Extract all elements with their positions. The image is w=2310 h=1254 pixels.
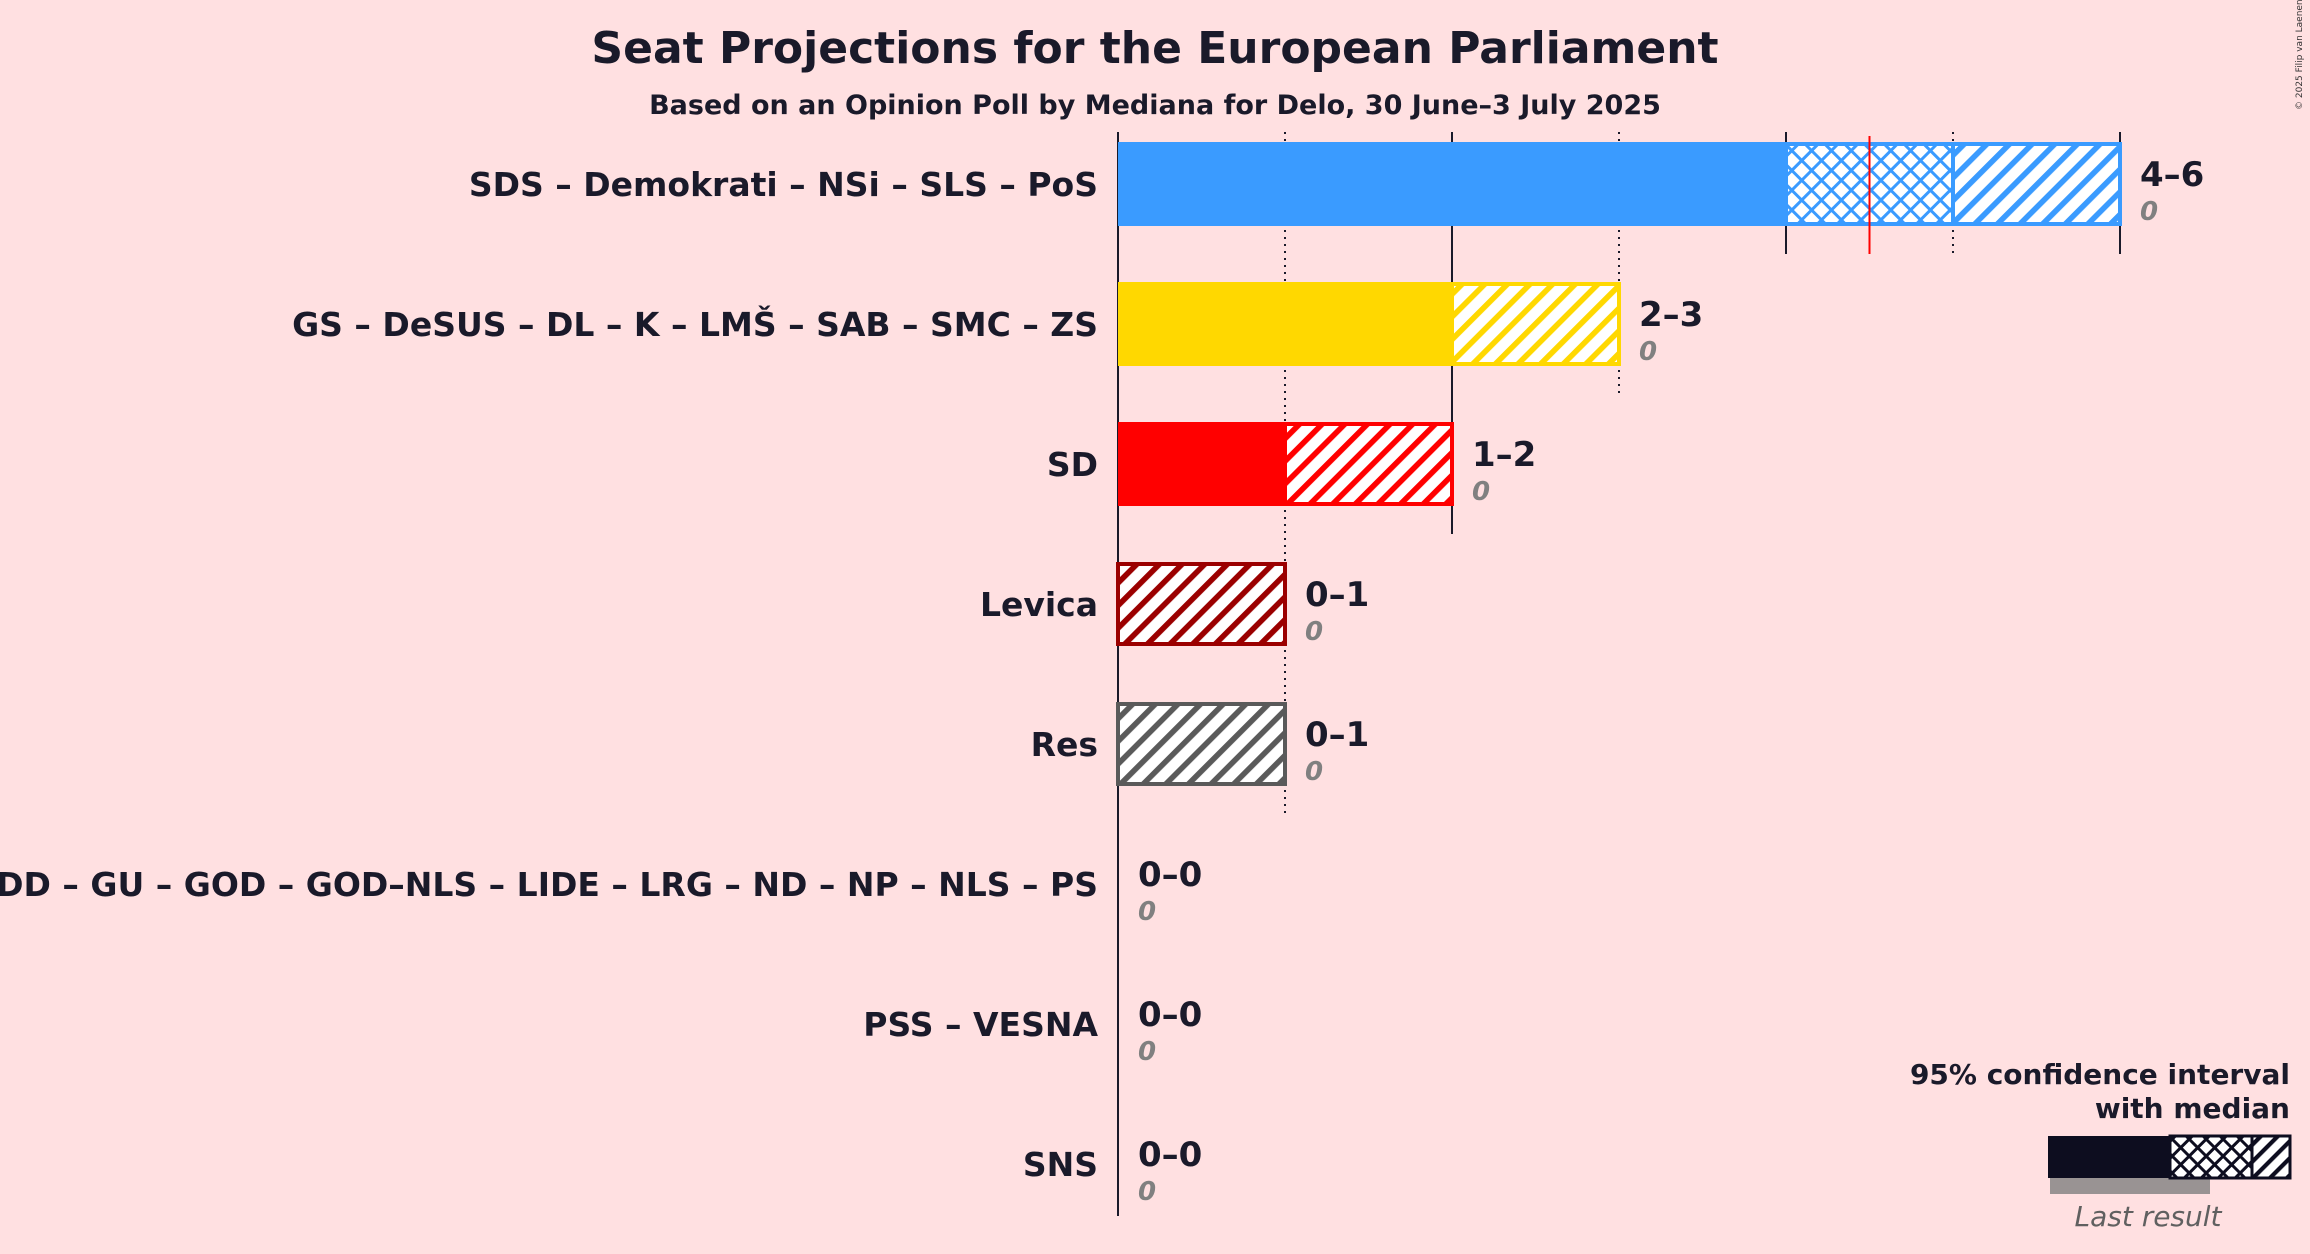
party-row: GS – DeSUS – DL – K – LMŠ – SAB – SMC – … (292, 282, 1703, 367)
party-row: DD – GU – GOD – GOD–NLS – LIDE – LRG – N… (0, 855, 1202, 927)
seat-range-label: 0–1 (1305, 575, 1369, 615)
party-label: DD – GU – GOD – GOD–NLS – LIDE – LRG – N… (0, 865, 1098, 904)
party-label: SNS (1023, 1145, 1098, 1184)
bar-solid-segment (1118, 282, 1452, 366)
bar-hatch-segment (1116, 562, 1287, 646)
seat-range-label: 2–3 (1639, 295, 1703, 335)
party-row: SD 1–20 (1047, 422, 1536, 507)
bar-hatch-segment (1450, 282, 1621, 366)
party-label: Res (1031, 725, 1098, 764)
seat-range-label: 0–1 (1305, 715, 1369, 755)
legend-ci-solid-swatch (2048, 1136, 2170, 1178)
chart-subtitle: Based on an Opinion Poll by Mediana for … (649, 90, 1661, 121)
bar-hatch-segment (1283, 422, 1454, 506)
party-row: Res 0–10 (1031, 702, 1369, 787)
party-label: Levica (980, 585, 1098, 624)
legend-ci-line1: 95% confidence interval (1910, 1058, 2290, 1091)
bar-hatch-segment (1951, 142, 2122, 226)
party-label: PSS – VESNA (863, 1005, 1098, 1044)
party-row: SNS 0–00 (1023, 1135, 1202, 1207)
seat-range-label: 0–0 (1138, 855, 1202, 895)
last-result-label: 0 (1639, 337, 1657, 367)
legend-last-result-label: Last result (2074, 1200, 2222, 1233)
party-label: SD (1047, 445, 1098, 484)
last-result-label: 0 (1138, 897, 1156, 927)
chart-title: Seat Projections for the European Parlia… (591, 23, 1718, 74)
party-label: SDS – Demokrati – NSi – SLS – PoS (469, 165, 1098, 204)
last-result-label: 0 (1305, 617, 1323, 647)
party-row: Levica 0–10 (980, 562, 1369, 647)
seat-range-label: 4–6 (2140, 155, 2204, 195)
bar-solid-segment (1118, 142, 1786, 226)
copyright-notice: © 2025 Filip van Laenen (2295, 0, 2305, 110)
party-row: PSS – VESNA 0–00 (863, 995, 1202, 1067)
legend-ci-crosshatch-swatch (2168, 1134, 2254, 1180)
bar-solid-segment (1118, 422, 1285, 506)
party-rows: SDS – Demokrati – NSi – SLS – PoS 4–60GS … (0, 136, 2204, 1207)
last-result-label: 0 (1305, 757, 1323, 787)
last-result-label: 0 (2140, 197, 2158, 227)
seat-range-label: 1–2 (1472, 435, 1536, 475)
last-result-label: 0 (1138, 1177, 1156, 1207)
seat-range-label: 0–0 (1138, 995, 1202, 1035)
last-result-label: 0 (1138, 1037, 1156, 1067)
last-result-label: 0 (1472, 477, 1490, 507)
party-row: SDS – Demokrati – NSi – SLS – PoS 4–60 (469, 136, 2204, 254)
legend-ci-line2: with median (2095, 1092, 2290, 1125)
legend: 95% confidence interval with median Last… (1910, 1058, 2292, 1233)
party-label: GS – DeSUS – DL – K – LMŠ – SAB – SMC – … (292, 304, 1098, 344)
bar-hatch-segment (1116, 702, 1287, 786)
seat-range-label: 0–0 (1138, 1135, 1202, 1175)
legend-ci-hatch-swatch (2250, 1134, 2292, 1180)
legend-last-result-bar (2050, 1176, 2210, 1194)
